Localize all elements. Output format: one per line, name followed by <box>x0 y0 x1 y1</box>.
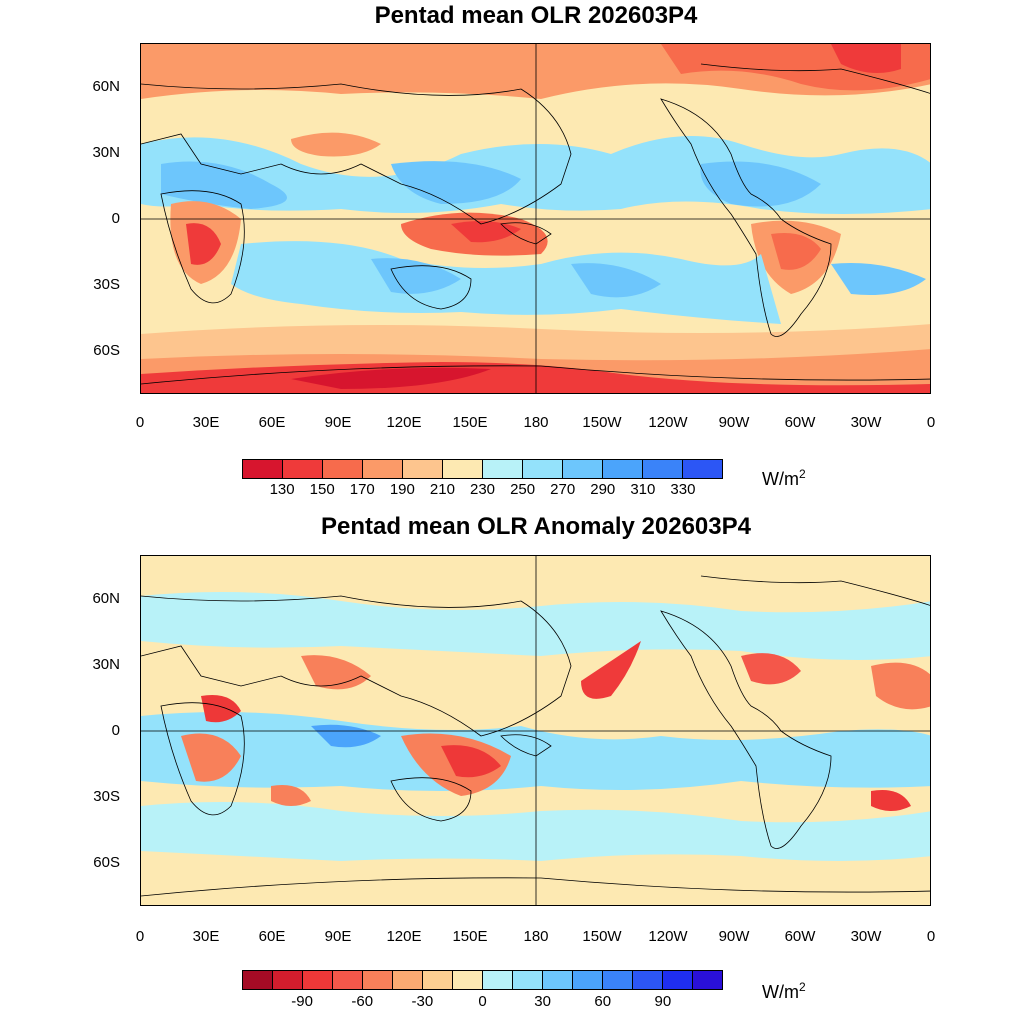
colorbar-label: 310 <box>630 481 656 498</box>
colorbar-cell <box>363 460 403 478</box>
lon-label: 90W <box>718 414 750 431</box>
olr-colorbar <box>242 459 723 479</box>
lon-label: 150E <box>452 928 488 945</box>
colorbar-label: 170 <box>349 481 375 498</box>
colorbar-cell <box>403 460 443 478</box>
lat-label: 30N <box>92 656 120 673</box>
lon-label: 120W <box>648 928 688 945</box>
lat-label: 60S <box>93 854 120 871</box>
colorbar-cell <box>563 460 603 478</box>
colorbar-cell <box>243 460 283 478</box>
colorbar-cell <box>643 460 683 478</box>
colorbar-cell <box>633 971 663 989</box>
lon-label: 30E <box>192 928 220 945</box>
lon-label: 30W <box>850 414 882 431</box>
colorbar-cell <box>663 971 693 989</box>
colorbar-label: 230 <box>469 481 496 498</box>
olr-anomaly-colorbar <box>242 970 723 990</box>
colorbar-cell <box>243 971 273 989</box>
colorbar-cell <box>543 971 573 989</box>
lon-label: 30W <box>850 928 882 945</box>
lon-label: 60E <box>258 414 286 431</box>
panel2-title: Pentad mean OLR Anomaly 202603P4 <box>321 513 751 540</box>
lon-label: 90W <box>718 928 750 945</box>
lon-label: 0 <box>135 414 145 431</box>
lon-label: 30E <box>192 414 220 431</box>
colorbar-label: 270 <box>550 481 576 498</box>
lat-label: 60N <box>92 78 120 95</box>
colorbar-cell <box>483 460 523 478</box>
colorbar-label: 250 <box>510 481 536 498</box>
colorbar-cell <box>393 971 423 989</box>
lon-label: 60W <box>784 928 816 945</box>
lon-label: 120E <box>386 414 422 431</box>
colorbar-cell <box>483 971 513 989</box>
olr-anomaly-field-svg <box>141 556 930 905</box>
colorbar-cell <box>363 971 393 989</box>
colorbar-cell <box>333 971 363 989</box>
lon-label: 90E <box>324 928 352 945</box>
olr-field-svg <box>141 44 930 393</box>
olr-map <box>140 43 931 394</box>
colorbar-cell <box>573 971 603 989</box>
lon-label: 60W <box>784 414 816 431</box>
lon-label: 60E <box>258 928 286 945</box>
colorbar-cell <box>513 971 543 989</box>
colorbar-cell <box>453 971 483 989</box>
lat-label: 60S <box>93 342 120 359</box>
colorbar-cell <box>423 971 453 989</box>
lat-label: 0 <box>111 210 120 227</box>
colorbar-cell <box>603 971 633 989</box>
colorbar-cell <box>523 460 563 478</box>
colorbar-label: 130 <box>269 481 295 498</box>
colorbar-label: 330 <box>670 481 696 498</box>
colorbar-label: 210 <box>429 481 455 498</box>
colorbar-label: -30 <box>411 993 434 1010</box>
lat-label: 30S <box>93 276 120 293</box>
lon-label: 150W <box>582 928 622 945</box>
lon-label: 180 <box>523 414 549 431</box>
lon-label: 120W <box>648 414 688 431</box>
colorbar-cell <box>603 460 643 478</box>
lat-label: 30N <box>92 144 120 161</box>
lat-label: 30S <box>93 788 120 805</box>
colorbar-units: W/m2 <box>762 467 806 489</box>
colorbar-cell <box>303 971 333 989</box>
colorbar-cell <box>283 460 323 478</box>
colorbar-label: -60 <box>351 993 374 1010</box>
lon-label: 0 <box>926 414 936 431</box>
lon-label: 120E <box>386 928 422 945</box>
lon-label: 150E <box>452 414 488 431</box>
colorbar-cell <box>443 460 483 478</box>
colorbar-cell <box>273 971 303 989</box>
colorbar-label: 190 <box>389 481 415 498</box>
lon-label: 180 <box>523 928 549 945</box>
colorbar-cell <box>693 971 722 989</box>
colorbar-label: 30 <box>534 993 551 1010</box>
lon-label: 150W <box>582 414 622 431</box>
lat-label: 60N <box>92 590 120 607</box>
colorbar-label: 290 <box>590 481 616 498</box>
colorbar-cell <box>323 460 363 478</box>
lat-label: 0 <box>111 722 120 739</box>
lon-label: 0 <box>135 928 145 945</box>
panel1-title: Pentad mean OLR 202603P4 <box>374 2 698 29</box>
olr-anomaly-map <box>140 555 931 906</box>
lon-label: 0 <box>926 928 936 945</box>
colorbar-cell <box>683 460 722 478</box>
colorbar-units: W/m2 <box>762 980 806 1002</box>
colorbar-label: -90 <box>291 993 313 1010</box>
colorbar-label: 150 <box>309 481 335 498</box>
colorbar-label: 90 <box>654 993 672 1010</box>
lon-label: 90E <box>324 414 352 431</box>
colorbar-label: 60 <box>594 993 612 1010</box>
colorbar-label: 0 <box>478 993 487 1010</box>
